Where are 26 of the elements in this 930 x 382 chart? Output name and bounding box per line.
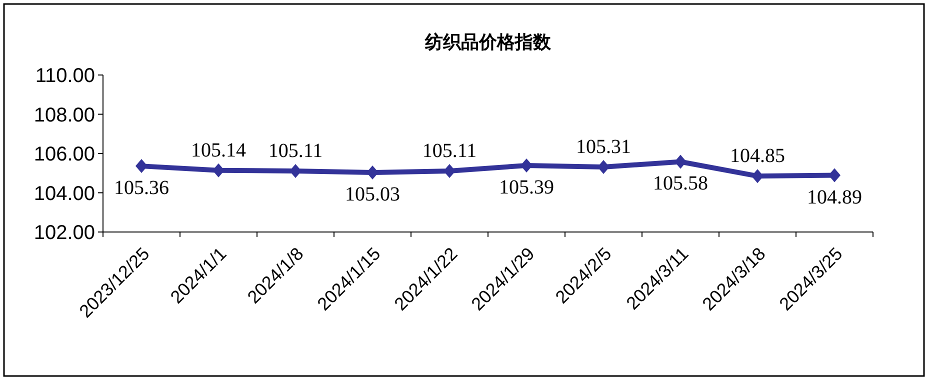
point [136,159,148,174]
data-label: 105.14 [191,139,246,162]
y-tick-label: 102.00 [34,222,95,244]
data-label: 105.03 [345,184,400,206]
data-label: 105.36 [114,177,169,200]
data-label: 105.58 [653,172,708,195]
data-label: 105.11 [422,140,477,162]
y-tick-label: 106.00 [34,144,95,166]
point [520,158,532,172]
y-tick-label: 110.00 [35,65,95,87]
data-label: 105.31 [576,136,631,158]
chart-title: 纺织品价格指数 [424,32,552,53]
point [598,160,610,174]
point [674,154,686,169]
y-tick-label: 108.00 [34,104,95,126]
point [366,166,378,180]
data-label: 105.39 [499,176,554,198]
data-label: 105.11 [268,140,323,162]
point [290,164,302,178]
point [444,164,456,178]
point [828,168,840,182]
data-label: 104.85 [730,145,785,168]
point [752,169,764,184]
point [212,163,224,178]
y-tick-label: 104.00 [34,182,95,205]
data-label: 104.89 [807,186,862,208]
